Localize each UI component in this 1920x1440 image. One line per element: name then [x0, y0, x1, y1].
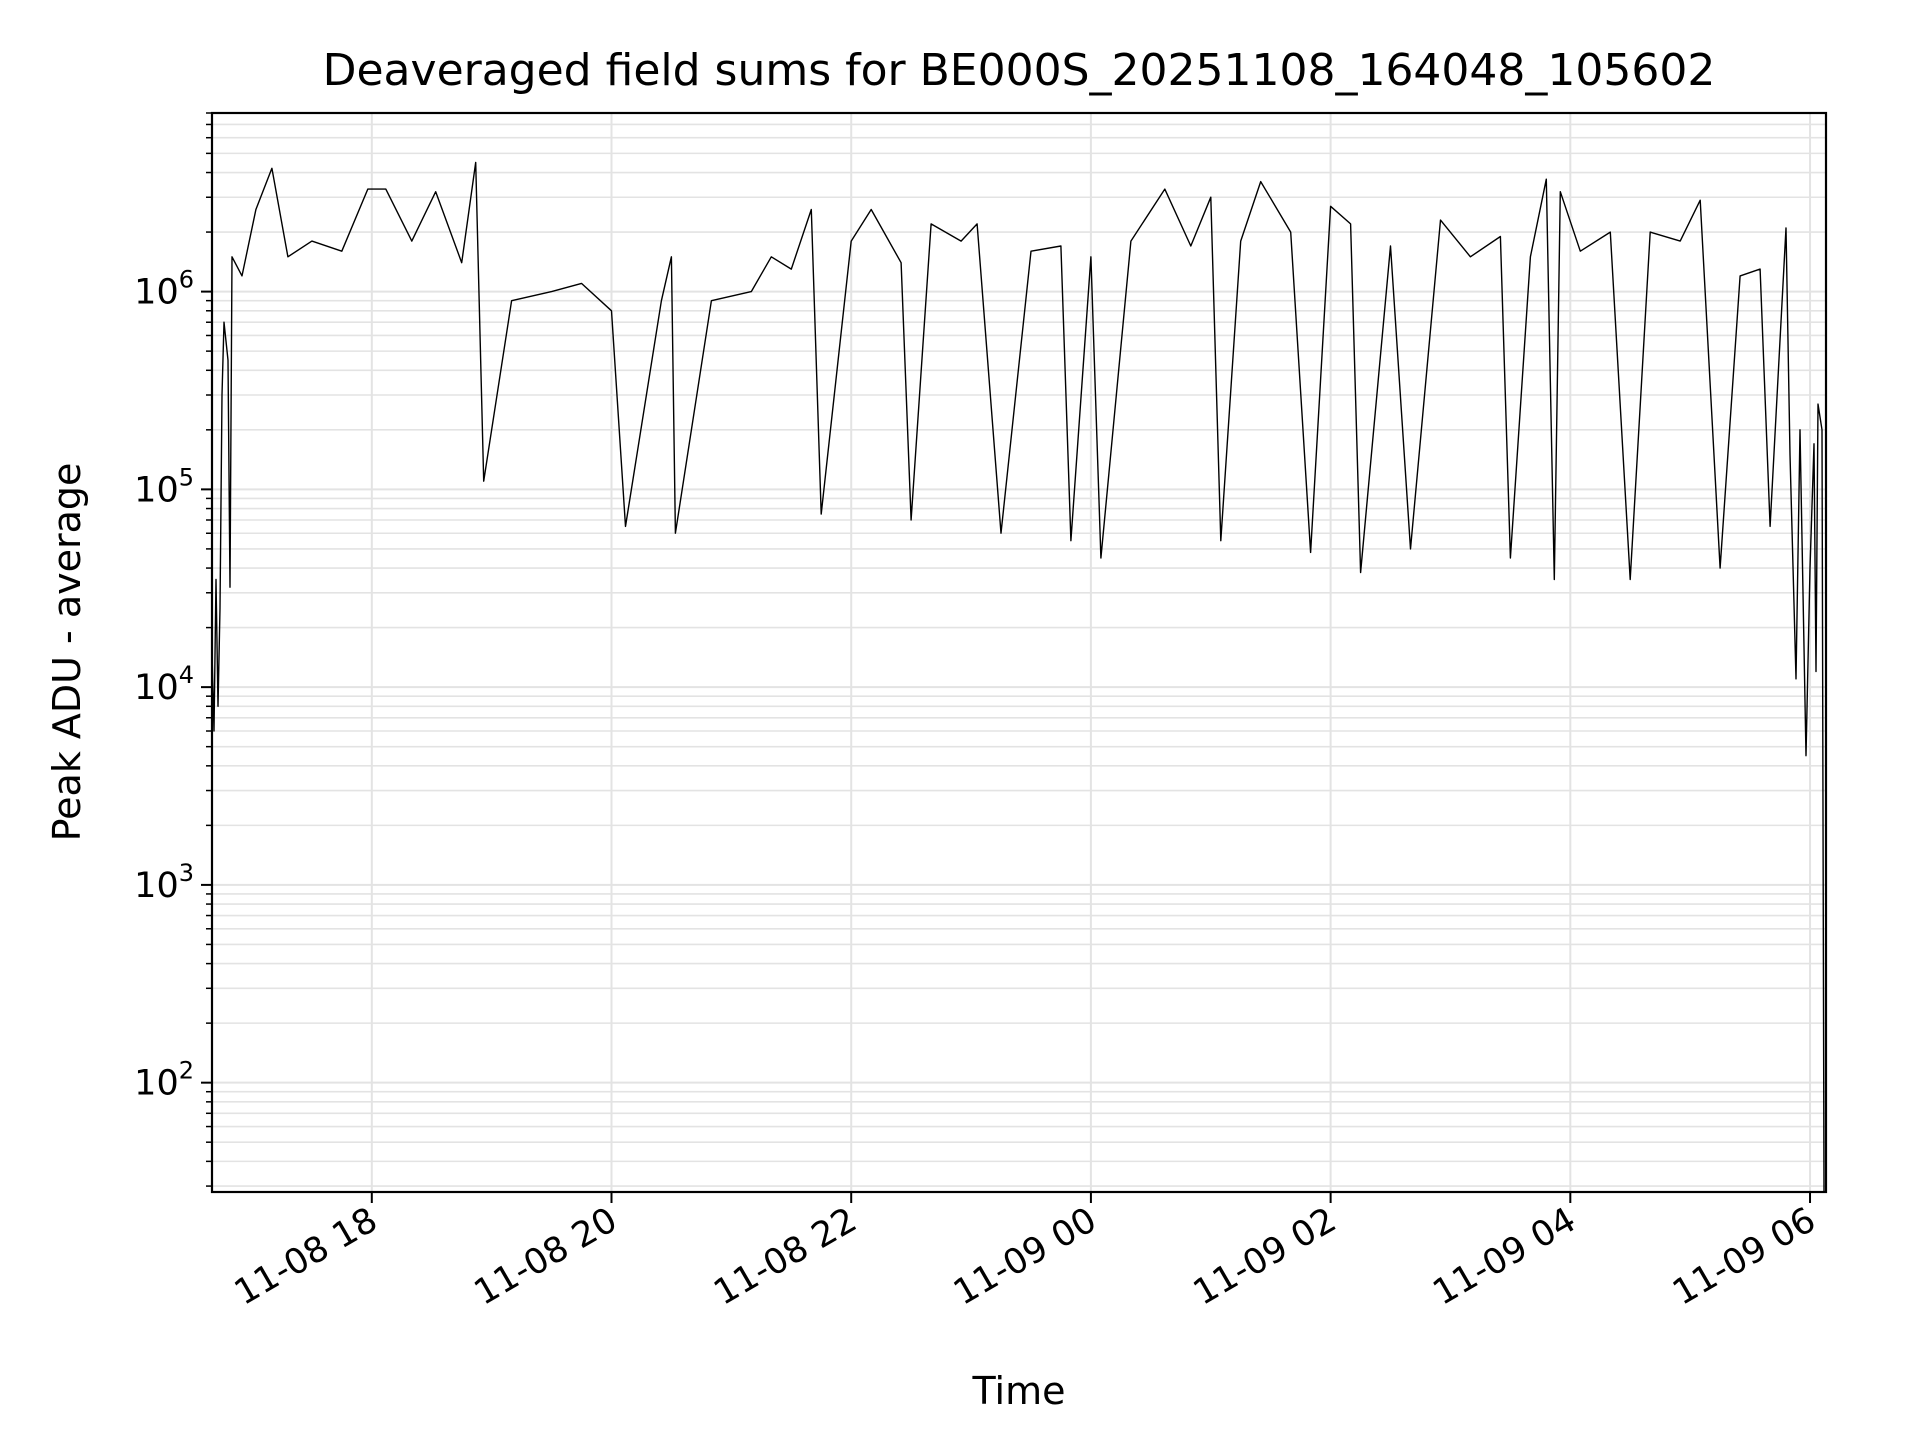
plot-area [211, 161, 1825, 1193]
x-axis-label: Time [972, 1369, 1066, 1413]
y-tick-label: 105 [134, 463, 194, 510]
plot-frame [210, 111, 1828, 1194]
y-tick-label: 102 [134, 1057, 194, 1104]
chart-title: Deaveraged field sums for BE000S_2025110… [323, 45, 1716, 96]
y-axis-label: Peak ADU - average [45, 463, 89, 842]
y-tick-label: 103 [134, 859, 194, 906]
series-line [211, 161, 1825, 1193]
y-tick-label: 106 [134, 266, 194, 313]
y-tick-label: 104 [134, 661, 194, 708]
